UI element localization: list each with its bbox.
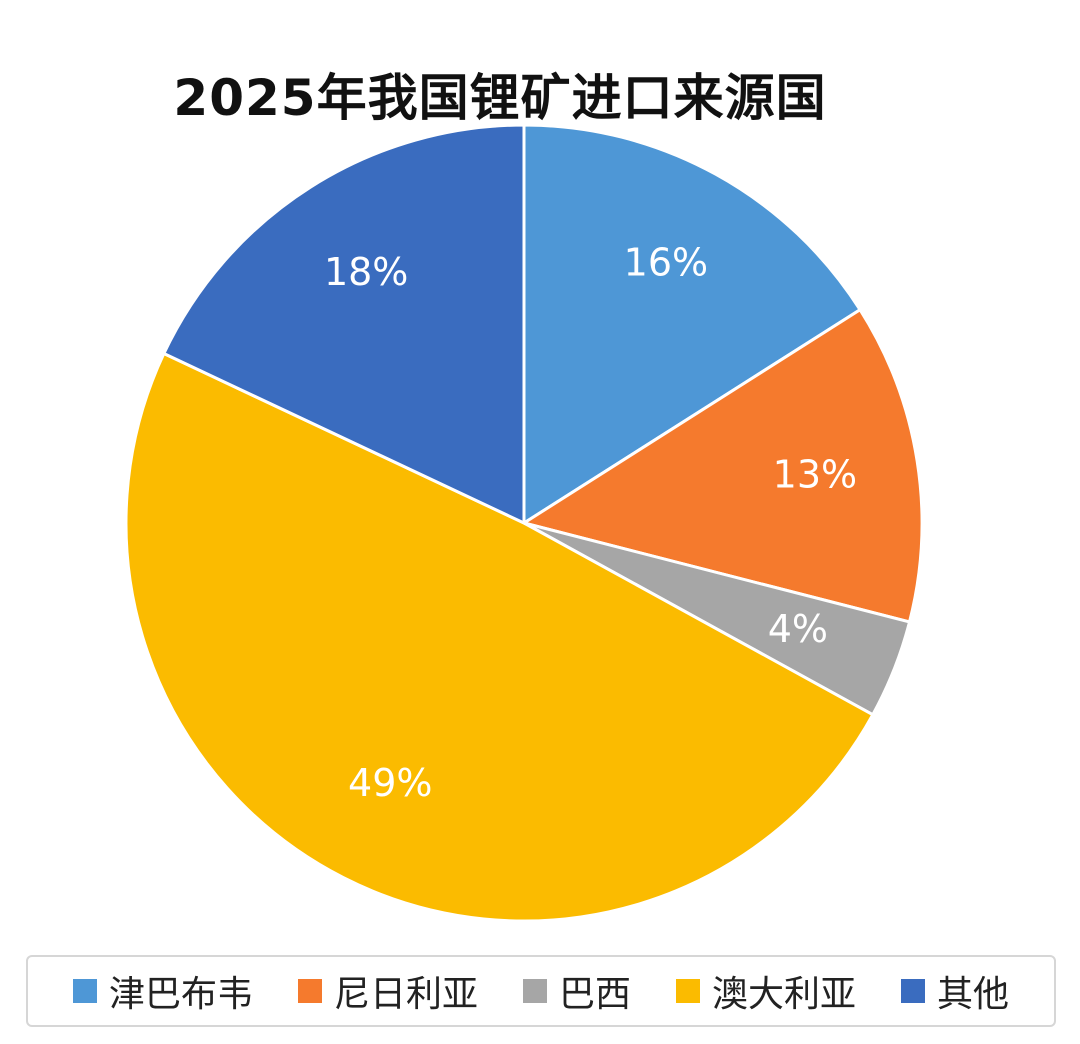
pie-slice-label-0: 16% — [624, 240, 708, 284]
pie-slice-label-4: 18% — [324, 250, 408, 294]
pie-slice-label-1: 13% — [773, 452, 857, 496]
legend-item-0: 津巴布韦 — [72, 965, 253, 1017]
legend-label-0: 津巴布韦 — [108, 974, 253, 1015]
pie-slice-0 — [522, 123, 863, 526]
legend-item-1: 尼日利亚 — [297, 965, 478, 1017]
legend-item-3: 澳大利亚 — [675, 965, 856, 1017]
pie-slice-3 — [124, 351, 875, 923]
pie-slice-4 — [161, 123, 526, 526]
pie-slice-1 — [520, 307, 924, 624]
pie-slice-label-2: 4% — [768, 607, 828, 651]
pie-slices — [124, 123, 924, 923]
legend-item-2: 巴西 — [522, 965, 631, 1017]
legend: 津巴布韦 尼日利亚 巴西 澳大利亚 其他 — [26, 955, 1056, 1027]
legend-label-4: 其他 — [936, 974, 1009, 1015]
legend-swatch-4 — [900, 979, 925, 1003]
pie-slice-labels: 16% 13% 4% 49% 18% — [324, 240, 857, 805]
chart-title: 2025年我国锂矿进口来源国 — [173, 69, 827, 127]
legend-label-3: 澳大利亚 — [711, 974, 856, 1015]
legend-swatch-3 — [675, 979, 700, 1003]
pie-chart: 16% 13% 4% 49% 18% — [124, 123, 924, 923]
legend-swatch-1 — [297, 979, 322, 1003]
pie-slice-label-3: 49% — [348, 761, 432, 805]
legend-swatch-2 — [522, 979, 547, 1003]
legend-item-4: 其他 — [900, 965, 1009, 1017]
legend-swatch-0 — [72, 979, 97, 1003]
legend-label-2: 巴西 — [558, 974, 631, 1015]
legend-label-1: 尼日利亚 — [333, 974, 478, 1015]
